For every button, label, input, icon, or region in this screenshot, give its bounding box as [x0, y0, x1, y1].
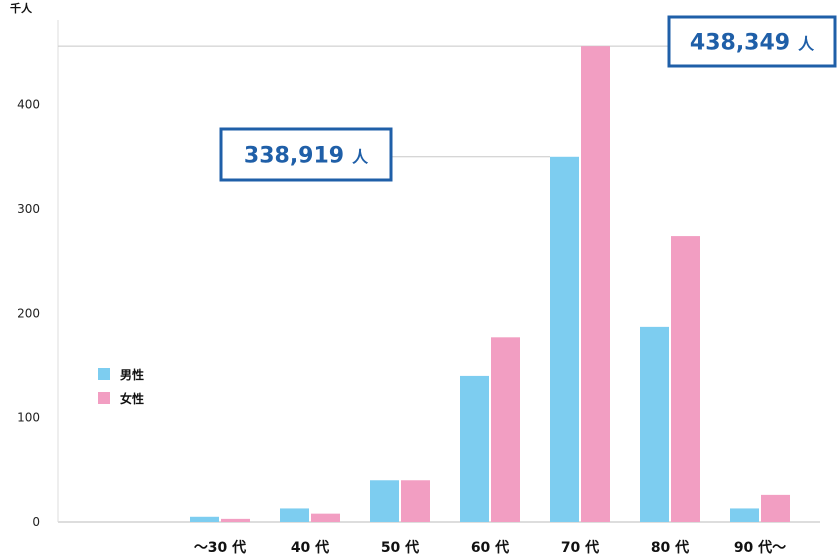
bar-female — [311, 513, 340, 522]
callout-box: 438,349 人 — [667, 15, 837, 68]
bar-male — [460, 375, 489, 522]
bar-female — [671, 236, 700, 522]
x-tick-label: 〜30 代 — [194, 539, 246, 556]
y-unit-label: 千人 — [10, 1, 33, 15]
legend-swatch — [98, 392, 110, 404]
x-tick-label: 50 代 — [381, 539, 419, 556]
bars — [190, 46, 790, 523]
callout-border — [219, 127, 393, 182]
bar-male — [280, 508, 309, 522]
callout-unit: 人 — [352, 148, 369, 167]
callout-number: 438,349 — [690, 31, 790, 56]
legend-label: 男性 — [120, 367, 144, 382]
x-tick-label: 60 代 — [471, 539, 509, 556]
x-tick-label: 90 代〜 — [734, 539, 786, 556]
bar-female — [221, 518, 250, 522]
bar-female — [401, 480, 430, 522]
bar-male — [190, 516, 219, 522]
bar-female — [491, 337, 520, 522]
y-ticks: 0 100 200 300 400 — [17, 98, 40, 529]
y-tick-label: 0 — [32, 515, 40, 529]
callout-unit: 人 — [798, 35, 815, 54]
callout-border — [667, 15, 837, 68]
y-tick-label: 400 — [17, 98, 40, 112]
y-tick-label: 300 — [17, 202, 40, 216]
bar-male — [730, 508, 759, 522]
bar-female — [581, 46, 610, 522]
y-tick-label: 100 — [17, 411, 40, 425]
callout-leader-lines — [58, 45, 669, 158]
callout-box: 338,919 人 — [219, 127, 393, 182]
legend-label: 女性 — [120, 391, 144, 406]
callout-number: 338,919 — [244, 144, 344, 169]
callout-text: 438,349 人 — [690, 31, 815, 56]
x-ticks: 〜30 代 40 代 50 代 60 代 70 代 80 代 90 代〜 — [194, 539, 786, 556]
bar-female — [761, 494, 790, 522]
bar-male — [370, 480, 399, 522]
legend-swatch — [98, 368, 110, 380]
callouts: 338,919 人 438,349 人 — [219, 15, 837, 182]
x-tick-label: 70 代 — [561, 539, 599, 556]
bar-male — [640, 326, 669, 522]
bar-male — [550, 156, 579, 523]
callout-text: 338,919 人 — [244, 144, 369, 169]
x-tick-label: 40 代 — [291, 539, 329, 556]
y-tick-label: 200 — [17, 306, 40, 320]
x-tick-label: 80 代 — [651, 539, 689, 556]
